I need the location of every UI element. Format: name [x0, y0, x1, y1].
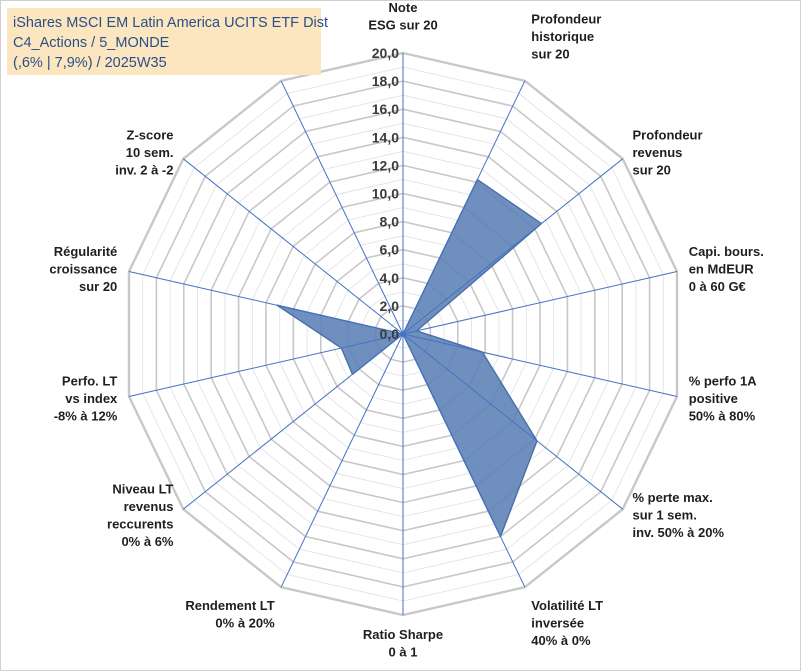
tick-label: 8,0 — [380, 214, 400, 230]
axis-label-line: Profondeur — [633, 127, 703, 142]
axis-label-line: Régularité — [54, 244, 118, 259]
axis-label-line: % perte max. — [633, 490, 713, 505]
spoke — [280, 333, 404, 588]
spoke — [402, 333, 526, 588]
axis-label-6: Volatilité LT inversée 40% à 0% — [531, 598, 603, 648]
axis-label-line: historique — [531, 29, 594, 44]
axis-label-line: Perfo. LT — [62, 374, 117, 389]
axis-label-line: sur 1 sem. — [633, 508, 697, 523]
tick-label: 4,0 — [380, 270, 400, 286]
axis-label-10: Perfo. LT vs index -8% à 12% — [54, 374, 118, 424]
spoke — [402, 80, 526, 335]
axis-label-line: inv. 2 à -2 — [115, 162, 173, 177]
spoke — [182, 158, 404, 335]
spokes — [128, 53, 678, 615]
axis-label-line: inversée — [531, 616, 584, 631]
axis-label-line: sur 20 — [633, 162, 671, 177]
title-line-2: C4_Actions / 5_MONDE — [13, 35, 170, 51]
axis-label-line: sur 20 — [79, 279, 117, 294]
axis-label-line: 0 à 60 G€ — [689, 279, 746, 294]
spoke — [402, 158, 624, 335]
axis-label-line: -8% à 12% — [54, 409, 118, 424]
axis-label-12: Z-score 10 sem. inv. 2 à -2 — [115, 127, 173, 177]
axis-label-0: Note ESG sur 20 — [368, 1, 437, 33]
title-box: iShares MSCI EM Latin America UCITS ETF … — [7, 8, 329, 75]
axis-label-line: Z-score — [127, 127, 174, 142]
axis-label-line: 0 à 1 — [389, 645, 418, 660]
axis-label-11: Régularité croissance sur 20 — [49, 244, 117, 294]
axis-label-line: reccurents — [107, 516, 173, 531]
axis-label-line: sur 20 — [531, 46, 569, 61]
axis-label-line: Rendement LT — [185, 598, 274, 613]
tick-label: 0,0 — [380, 326, 400, 342]
tick-label: 6,0 — [380, 242, 400, 258]
axis-label-9: Niveau LT revenus reccurents 0% à 6% — [107, 481, 174, 549]
axis-label-1: Profondeur historique sur 20 — [531, 11, 601, 61]
axis-label-line: croissance — [49, 262, 117, 277]
axis-label-line: revenus — [124, 499, 174, 514]
tick-label: 18,0 — [372, 73, 399, 89]
axis-label-line: ESG sur 20 — [368, 18, 437, 33]
series-area-0 — [276, 178, 543, 538]
axis-label-line: en MdEUR — [689, 262, 755, 277]
axis-label-2: Profondeur revenus sur 20 — [633, 127, 703, 177]
spoke — [402, 271, 678, 335]
axis-label-line: Ratio Sharpe — [363, 627, 443, 642]
axis-label-5: % perte max. sur 1 sem. inv. 50% à 20% — [633, 490, 725, 540]
tick-label: 10,0 — [372, 186, 399, 202]
axis-label-line: vs index — [65, 391, 118, 406]
axis-label-line: Profondeur — [531, 11, 601, 26]
title-line-3: (,6% | 7,9%) / 2025W35 — [13, 55, 167, 71]
tick-label: 20,0 — [372, 45, 399, 61]
axis-label-line: 50% à 80% — [689, 409, 756, 424]
axis-label-line: 0% à 6% — [121, 534, 173, 549]
axis-label-line: inv. 50% à 20% — [633, 525, 725, 540]
axis-label-7: Ratio Sharpe 0 à 1 — [363, 627, 443, 660]
axis-label-3: Capi. bours. en MdEUR 0 à 60 G€ — [689, 244, 764, 294]
axis-label-line: 10 sem. — [126, 145, 174, 160]
spoke — [280, 80, 404, 335]
axis-label-line: revenus — [633, 145, 683, 160]
title-line-1: iShares MSCI EM Latin America UCITS ETF … — [13, 15, 329, 31]
axis-label-4: % perfo 1A positive 50% à 80% — [689, 374, 758, 424]
axis-label-line: % perfo 1A — [689, 374, 758, 389]
spoke — [402, 333, 624, 510]
axis-label-8: Rendement LT 0% à 20% — [185, 598, 275, 631]
axis-label-line: positive — [689, 391, 738, 406]
axis-label-line: 40% à 0% — [531, 633, 591, 648]
spoke — [182, 333, 404, 510]
tick-label: 14,0 — [372, 129, 399, 145]
spoke — [402, 333, 678, 397]
axis-label-line: Note — [389, 1, 418, 15]
axis-label-line: Volatilité LT — [531, 598, 603, 613]
tick-label: 16,0 — [372, 101, 399, 117]
axis-label-line: Niveau LT — [112, 481, 173, 496]
spoke — [128, 271, 404, 335]
tick-label: 12,0 — [372, 157, 399, 173]
axis-label-line: Capi. bours. — [689, 244, 764, 259]
spoke — [128, 333, 404, 397]
tick-label: 2,0 — [380, 298, 400, 314]
axis-label-line: 0% à 20% — [215, 616, 275, 631]
